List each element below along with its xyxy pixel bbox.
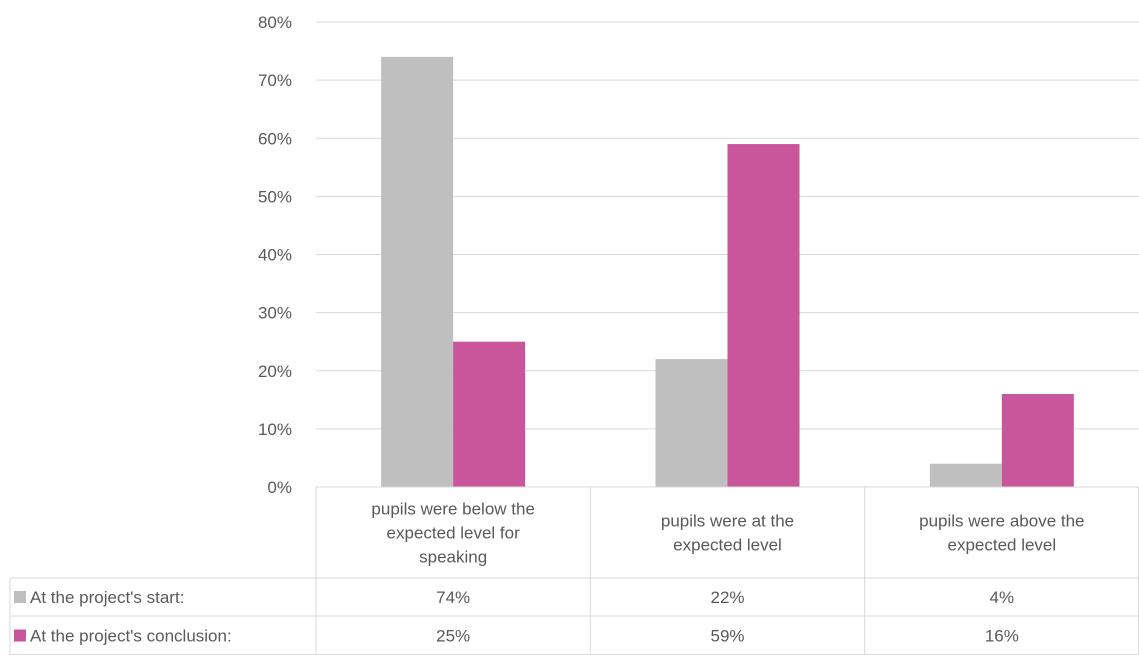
legend-label: At the project's start: [30,588,184,607]
y-tick-label: 20% [258,362,292,381]
category-label: pupils were at the [661,512,794,531]
data-table: pupils were below the expected level for s… [9,486,1139,655]
y-tick-label: 60% [258,129,292,148]
y-tick-label: 80% [258,13,292,32]
category-label: pupils were above the [919,512,1084,531]
y-tick-label: 30% [258,304,292,323]
category-label: expected level [947,536,1056,555]
y-axis-ticks: 0% 10% 20% 30% 40% 50% 60% 70% 80% [258,13,292,497]
table-cell-value: 4% [990,588,1015,607]
category-label: pupils were below the [371,500,534,519]
bar-conclusion-1 [453,341,526,487]
category-label: speaking [419,548,487,567]
bar-conclusion-2 [727,144,800,487]
legend-swatch [14,591,26,603]
bars [381,56,1074,487]
y-tick-label: 50% [258,187,292,206]
bar-start-2 [655,359,728,487]
bar-conclusion-3 [1001,394,1074,487]
table-cell-value: 74% [436,588,470,607]
table-cell-value: 22% [710,588,744,607]
y-tick-label: 40% [258,246,292,265]
table-cell-value: 25% [436,627,470,646]
bar-start-1 [381,56,454,487]
legend-label: At the project's conclusion: [30,627,232,646]
y-tick-label: 0% [267,478,292,497]
category-label: expected level [673,536,782,555]
y-tick-label: 70% [258,71,292,90]
table-cell-value: 59% [710,627,744,646]
bar-start-3 [929,463,1002,487]
category-label: expected level for [387,524,521,543]
y-tick-label: 10% [258,420,292,439]
legend-swatch [14,629,26,642]
table-cell-value: 16% [985,627,1019,646]
